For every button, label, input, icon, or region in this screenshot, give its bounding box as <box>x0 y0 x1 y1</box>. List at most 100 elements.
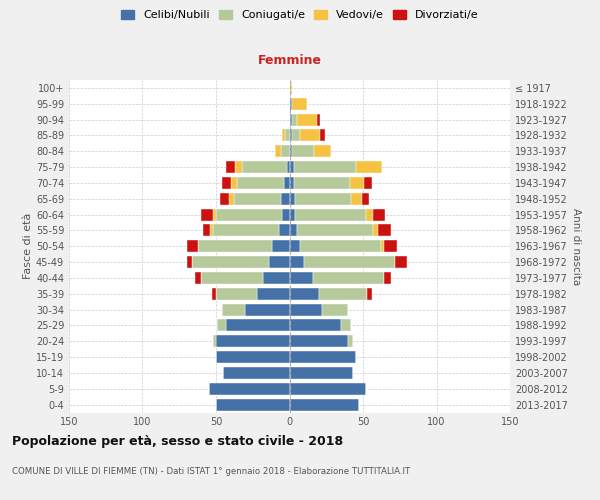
Bar <box>187 240 199 252</box>
Bar <box>290 336 348 347</box>
Bar <box>233 193 281 204</box>
Bar <box>317 114 320 126</box>
Bar <box>294 177 350 189</box>
Bar <box>220 193 229 204</box>
Bar <box>356 161 382 173</box>
Bar <box>292 114 297 126</box>
Bar <box>341 320 351 332</box>
Bar <box>322 304 348 316</box>
Bar <box>292 98 307 110</box>
Legend: Celibi/Nubili, Coniugati/e, Vedovi/e, Divorziati/e: Celibi/Nubili, Coniugati/e, Vedovi/e, Di… <box>117 6 483 25</box>
Bar <box>217 320 226 332</box>
Bar <box>351 193 362 204</box>
Bar <box>290 130 292 141</box>
Bar <box>378 224 391 236</box>
Bar <box>257 288 290 300</box>
Bar <box>290 288 319 300</box>
Bar <box>290 82 292 94</box>
Bar <box>275 146 281 157</box>
Bar <box>199 240 272 252</box>
Bar <box>245 304 290 316</box>
Bar <box>222 177 230 189</box>
Bar <box>367 288 372 300</box>
Bar <box>202 272 263 284</box>
Bar <box>272 240 290 252</box>
Bar <box>366 208 373 220</box>
Bar <box>196 272 202 284</box>
Bar <box>290 272 313 284</box>
Bar <box>295 208 366 220</box>
Bar <box>380 240 383 252</box>
Bar <box>290 304 322 316</box>
Bar <box>269 256 290 268</box>
Y-axis label: Fasce di età: Fasce di età <box>23 213 33 280</box>
Bar <box>290 161 294 173</box>
Bar <box>213 208 216 220</box>
Bar <box>395 256 407 268</box>
Bar <box>290 351 356 363</box>
Bar <box>222 304 245 316</box>
Bar <box>364 177 372 189</box>
Bar <box>320 130 325 141</box>
Bar <box>282 130 285 141</box>
Bar <box>202 208 213 220</box>
Bar <box>290 177 294 189</box>
Bar <box>229 193 233 204</box>
Bar <box>297 224 373 236</box>
Bar <box>290 193 295 204</box>
Bar <box>235 161 242 173</box>
Bar <box>187 256 193 268</box>
Bar <box>290 224 297 236</box>
Bar <box>287 161 290 173</box>
Bar <box>304 256 395 268</box>
Bar <box>210 224 213 236</box>
Bar <box>212 288 216 300</box>
Bar <box>290 98 292 110</box>
Text: Femmine: Femmine <box>257 54 322 66</box>
Y-axis label: Anni di nascita: Anni di nascita <box>571 208 581 285</box>
Bar <box>290 114 292 126</box>
Bar <box>242 161 287 173</box>
Bar <box>383 272 391 284</box>
Bar <box>213 224 279 236</box>
Bar <box>290 208 295 220</box>
Bar <box>281 193 290 204</box>
Bar <box>226 161 235 173</box>
Bar <box>290 146 292 157</box>
Bar <box>292 146 314 157</box>
Bar <box>290 256 304 268</box>
Bar <box>292 130 300 141</box>
Bar <box>373 208 385 220</box>
Bar <box>282 208 290 220</box>
Bar <box>213 336 216 347</box>
Bar <box>290 320 341 332</box>
Bar <box>314 146 331 157</box>
Bar <box>216 336 290 347</box>
Bar <box>281 146 290 157</box>
Bar <box>209 383 290 394</box>
Bar <box>230 177 236 189</box>
Bar <box>216 208 282 220</box>
Bar <box>297 114 317 126</box>
Bar <box>290 367 353 379</box>
Bar <box>279 224 290 236</box>
Bar <box>383 240 397 252</box>
Bar <box>373 224 378 236</box>
Bar <box>236 177 284 189</box>
Bar <box>319 288 367 300</box>
Bar <box>348 336 353 347</box>
Bar <box>290 383 366 394</box>
Bar <box>300 130 320 141</box>
Bar <box>313 272 383 284</box>
Bar <box>193 256 269 268</box>
Bar <box>290 240 300 252</box>
Bar <box>285 130 290 141</box>
Bar <box>362 193 369 204</box>
Bar <box>226 320 290 332</box>
Bar <box>216 351 290 363</box>
Bar <box>284 177 290 189</box>
Bar <box>203 224 210 236</box>
Bar <box>216 288 257 300</box>
Bar <box>350 177 364 189</box>
Text: Popolazione per età, sesso e stato civile - 2018: Popolazione per età, sesso e stato civil… <box>12 435 343 448</box>
